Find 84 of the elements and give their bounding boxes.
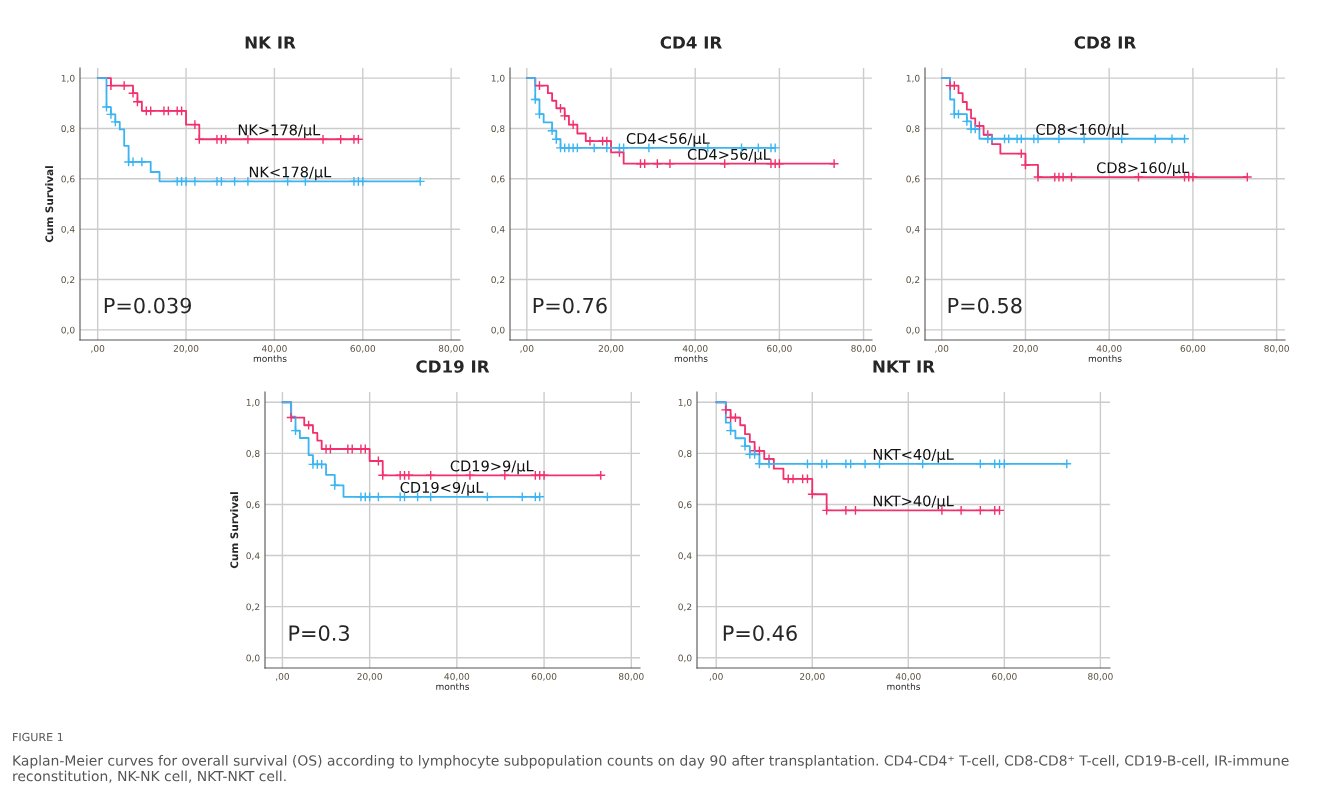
- series-label: CD8<160/μL: [1036, 123, 1129, 138]
- x-tick-label: 40,00: [895, 673, 921, 681]
- y-tick-label: 0,2: [906, 276, 920, 285]
- y-tick-label: 0,8: [491, 125, 505, 133]
- x-axis-title: months: [253, 354, 287, 362]
- y-tick-label: 0,8: [678, 450, 692, 458]
- y-tick-label: 1,0: [61, 74, 75, 83]
- y-tick-label: 0,4: [491, 225, 505, 234]
- y-tick-label: 0,0: [491, 326, 505, 335]
- x-tick-label: 20,00: [1013, 345, 1038, 353]
- series-label: CD8>160/μL: [1096, 162, 1190, 177]
- x-tick-label: 40,00: [682, 345, 708, 353]
- series-label: NKT>40/μL: [873, 495, 954, 510]
- annotation: P=0.039: [104, 297, 191, 314]
- x-axis-title: months: [436, 682, 470, 690]
- series-label: NK>178/μL: [238, 124, 321, 139]
- y-tick-label: 0,6: [678, 501, 692, 509]
- y-axis-title: Cum Survival: [45, 166, 54, 243]
- x-axis-title: months: [1088, 354, 1122, 362]
- series-label: CD19<9/μL: [400, 481, 484, 496]
- x-tick-label: ,00: [709, 673, 723, 681]
- y-tick-label: 0,2: [678, 603, 692, 612]
- y-tick-label: 0,0: [61, 326, 75, 335]
- y-axis-title: Cum Survival: [230, 492, 239, 569]
- x-tick-label: 20,00: [799, 673, 825, 681]
- series-label: CD4>56/μL: [687, 148, 771, 163]
- y-tick-label: 0,8: [906, 125, 920, 133]
- series-label: NKT<40/μL: [873, 448, 954, 463]
- y-tick-label: 0,4: [906, 225, 920, 234]
- annotation: P=0.76: [533, 297, 607, 314]
- x-tick-label: 60,00: [767, 345, 792, 353]
- x-tick-label: ,00: [520, 345, 534, 353]
- y-tick-label: 1,0: [678, 398, 692, 407]
- x-tick-label: 60,00: [1180, 345, 1206, 353]
- y-tick-label: 0,6: [491, 175, 505, 184]
- x-tick-label: ,00: [275, 673, 290, 681]
- x-tick-label: 40,00: [444, 673, 470, 681]
- annotation: P=0.58: [948, 297, 1022, 314]
- y-tick-label: 0,0: [906, 326, 920, 335]
- annotation: P=0.46: [723, 625, 797, 641]
- x-tick-label: 80,00: [438, 345, 464, 353]
- chart-title: CD8 IR: [1074, 36, 1136, 49]
- y-tick-label: 0,8: [246, 450, 260, 458]
- y-tick-label: 0,8: [61, 125, 75, 133]
- x-tick-label: 60,00: [350, 345, 376, 353]
- y-tick-label: 0,6: [906, 175, 920, 184]
- x-tick-label: ,00: [935, 345, 949, 353]
- x-tick-label: 60,00: [531, 673, 557, 681]
- y-tick-label: 0,0: [246, 654, 260, 663]
- y-tick-label: 0,2: [246, 603, 260, 612]
- chart-title: NK IR: [245, 36, 296, 49]
- x-tick-label: 40,00: [1096, 345, 1122, 353]
- x-tick-label: 20,00: [173, 345, 199, 353]
- series-label: CD4<56/μL: [626, 132, 710, 147]
- series-label: CD19>9/μL: [450, 460, 534, 475]
- x-tick-label: 20,00: [357, 673, 382, 681]
- y-tick-label: 1,0: [491, 74, 505, 83]
- x-axis-title: months: [674, 354, 708, 362]
- y-tick-label: 0,6: [246, 501, 260, 509]
- x-tick-label: ,00: [91, 345, 105, 353]
- x-tick-label: 80,00: [1264, 345, 1289, 353]
- y-tick-label: 0,4: [61, 225, 75, 234]
- x-tick-label: 20,00: [598, 345, 624, 353]
- y-tick-label: 0,2: [491, 276, 505, 285]
- y-tick-label: 0,2: [61, 276, 75, 285]
- y-tick-label: 1,0: [906, 74, 920, 83]
- x-tick-label: 80,00: [851, 345, 876, 353]
- y-tick-label: 0,0: [678, 654, 692, 663]
- y-tick-label: 0,6: [61, 175, 75, 184]
- annotation: P=0.3: [289, 625, 349, 641]
- text: Kaplan-Meier curves for overall survival (OS) according to lymphocyte subpopulation counts on day 90 after transplantation. CD4-CD4⁺ T-cell, CD8-CD8⁺ T-cell, CD19-B-cell, IR-immune reconstitution, NK-NK cell, NKT-NKT cell.: [13, 755, 1289, 783]
- series-label: NK<178/μL: [249, 166, 332, 181]
- x-axis-title: months: [887, 682, 921, 690]
- chart-title: NKT IR: [873, 360, 935, 373]
- x-tick-label: 60,00: [992, 673, 1017, 681]
- y-tick-label: 0,4: [246, 552, 260, 561]
- x-tick-label: 80,00: [618, 673, 644, 681]
- x-tick-label: 40,00: [261, 345, 287, 353]
- y-tick-label: 0,4: [678, 552, 692, 561]
- chart-title: CD19 IR: [416, 360, 490, 373]
- caption: FIGURE 1: [13, 732, 63, 742]
- chart-title: CD4 IR: [660, 36, 722, 49]
- x-tick-label: 80,00: [1088, 673, 1113, 681]
- y-tick-label: 1,0: [246, 398, 260, 407]
